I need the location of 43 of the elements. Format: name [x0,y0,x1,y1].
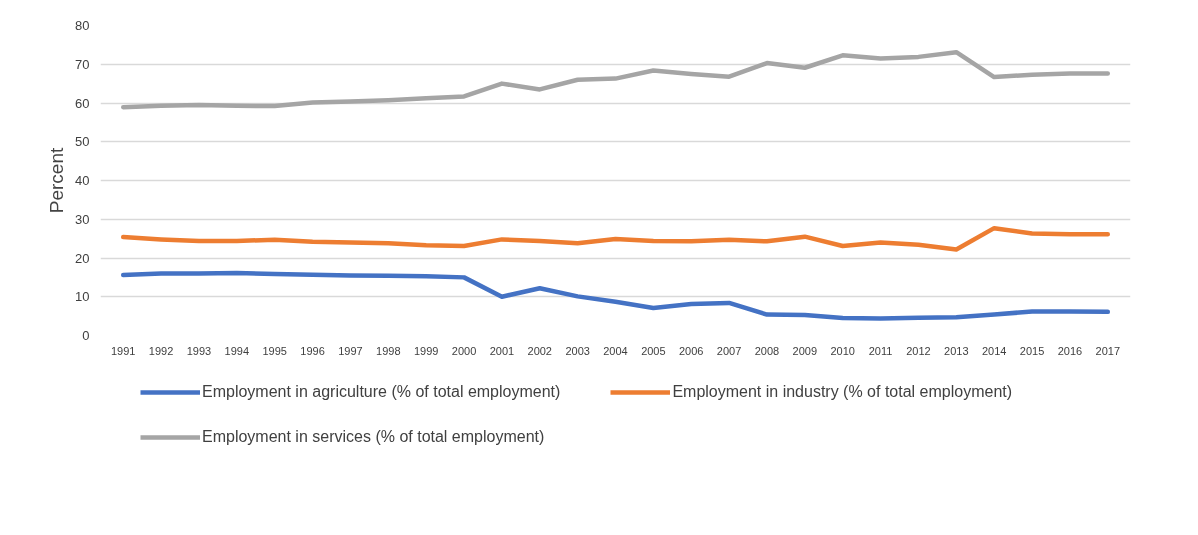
x-tick-label: 2001 [489,344,515,357]
y-tick-label: 50 [75,134,90,150]
x-tick-label: 2009 [792,344,818,357]
x-tick-label: 1997 [338,344,363,357]
y-tick-label: 10 [75,289,90,305]
y-tick-label: 60 [75,95,90,111]
x-tick-label: 2010 [830,344,855,357]
y-tick-label: 20 [75,250,90,266]
x-tick-label: 2015 [1019,344,1045,357]
x-tick-label: 2000 [451,344,477,357]
x-tick-label: 2004 [603,344,628,357]
x-tick-label: 2012 [906,344,931,357]
x-tick-label: 2011 [868,344,893,357]
x-tick-label: 2017 [1095,344,1121,357]
x-tick-label: 2014 [981,344,1007,357]
line-series [120,49,1111,110]
x-tick-label: 2003 [565,344,590,357]
y-axis-title: Percent [46,147,68,214]
x-tick-label: 2002 [527,344,553,357]
line-series [120,225,1111,252]
x-tick-label: 2007 [716,344,742,357]
x-tick-label: 1996 [300,344,325,357]
x-tick-label: 2005 [641,344,666,357]
y-tick-label: 80 [75,18,90,33]
x-tick-label: 1991 [110,344,136,357]
y-tick-label: 40 [75,173,90,188]
y-tick-label: 0 [82,328,90,343]
x-tick-label: 1995 [262,344,287,357]
x-tick-label: 1992 [148,344,174,357]
x-tick-label: 2013 [944,344,969,357]
x-tick-label: 1994 [224,344,250,357]
x-tick-label: 1993 [186,344,212,357]
y-tick-label: 30 [75,211,90,227]
x-tick-label: 2006 [679,344,704,357]
x-tick-label: 1998 [376,344,401,357]
legend-label: Employment in services (% of total employment) [202,428,545,446]
legend-label: Employment in agriculture (% of total employment) [202,383,561,401]
x-tick-label: 2008 [754,344,780,357]
y-tick-label: 70 [75,56,90,72]
line-series [120,270,1111,321]
x-tick-label: 1999 [413,344,439,357]
legend-label: Employment in industry (% of total employment) [672,383,1013,401]
x-tick-label: 2016 [1057,344,1083,357]
